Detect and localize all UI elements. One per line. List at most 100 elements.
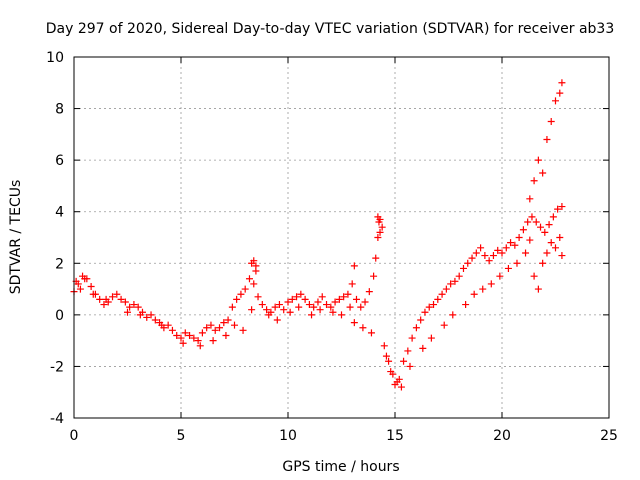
data-point xyxy=(447,280,455,288)
data-point xyxy=(481,252,489,260)
data-point xyxy=(543,136,551,144)
data-point xyxy=(231,321,238,329)
data-point xyxy=(393,378,401,386)
data-point xyxy=(203,324,211,332)
x-axis-label: GPS time / hours xyxy=(282,459,399,475)
data-point xyxy=(537,223,545,231)
data-point xyxy=(352,295,360,303)
data-point xyxy=(530,177,538,185)
y-tick-label: 4 xyxy=(55,205,64,221)
data-point xyxy=(442,285,450,293)
data-point xyxy=(504,264,512,272)
data-point xyxy=(419,344,427,352)
data-point xyxy=(265,311,273,319)
data-point xyxy=(179,339,187,347)
data-point xyxy=(177,334,185,342)
data-point xyxy=(254,293,262,301)
data-point xyxy=(372,254,380,262)
data-point xyxy=(526,195,534,203)
data-point xyxy=(397,383,405,391)
data-point xyxy=(389,370,397,378)
data-point xyxy=(494,246,502,254)
y-tick-labels: -4 -2 0 2 4 6 8 10 xyxy=(46,50,64,427)
data-point xyxy=(365,288,373,296)
data-point xyxy=(113,290,121,298)
data-point xyxy=(378,223,386,231)
data-point xyxy=(400,357,408,365)
data-point xyxy=(263,306,271,314)
axis-ticks xyxy=(73,56,610,419)
data-point xyxy=(323,301,331,309)
data-point xyxy=(451,277,459,285)
data-point xyxy=(158,321,166,329)
data-point xyxy=(134,303,142,311)
x-tick-label: 20 xyxy=(493,428,511,444)
data-point xyxy=(181,329,189,337)
data-point xyxy=(288,295,296,303)
data-point xyxy=(100,301,108,309)
data-point xyxy=(198,329,206,337)
y-tick-label: 6 xyxy=(55,153,64,169)
data-point xyxy=(430,301,438,309)
data-point xyxy=(455,272,463,280)
data-point xyxy=(375,218,383,226)
data-point xyxy=(327,303,335,311)
data-point xyxy=(297,290,305,298)
data-point xyxy=(190,334,198,342)
data-point xyxy=(382,352,390,360)
data-point xyxy=(275,301,283,309)
data-point xyxy=(239,326,247,334)
data-point xyxy=(305,301,313,309)
x-tick-label: 10 xyxy=(279,428,297,444)
data-point xyxy=(489,252,497,260)
data-point xyxy=(511,241,519,249)
data-point xyxy=(385,357,393,365)
data-point xyxy=(534,285,542,293)
data-point xyxy=(136,311,144,319)
y-tick-label: 0 xyxy=(55,308,64,324)
data-point xyxy=(539,259,547,267)
data-point xyxy=(126,303,134,311)
data-point xyxy=(211,326,219,334)
data-point xyxy=(186,331,194,339)
y-tick-label: 2 xyxy=(55,256,64,272)
data-point xyxy=(425,303,433,311)
data-point xyxy=(479,285,487,293)
data-point xyxy=(348,280,356,288)
data-point xyxy=(485,257,493,265)
data-point xyxy=(124,308,131,316)
data-point xyxy=(207,321,215,329)
data-point xyxy=(117,295,125,303)
data-point xyxy=(344,290,352,298)
data-point xyxy=(549,213,557,221)
data-point xyxy=(196,342,204,350)
data-point xyxy=(357,303,365,311)
data-point xyxy=(427,334,435,342)
data-point xyxy=(462,301,470,309)
data-point xyxy=(295,303,303,311)
x-tick-labels: 0 5 10 15 20 25 xyxy=(70,428,618,444)
data-point xyxy=(168,326,176,334)
data-point xyxy=(258,301,266,309)
data-point xyxy=(216,324,224,332)
data-point xyxy=(316,306,324,314)
data-point xyxy=(547,117,555,125)
data-point xyxy=(522,249,530,257)
data-point xyxy=(530,272,538,280)
data-point xyxy=(513,259,521,267)
data-point xyxy=(554,205,562,213)
data-point xyxy=(519,226,527,234)
data-point xyxy=(468,254,476,262)
data-point xyxy=(310,303,318,311)
data-point xyxy=(121,298,129,306)
data-point xyxy=(346,303,354,311)
data-point xyxy=(301,295,309,303)
y-tick-label: -2 xyxy=(50,359,64,375)
data-point xyxy=(96,295,104,303)
data-point xyxy=(558,79,566,87)
data-point xyxy=(241,285,249,293)
chart-title: Day 297 of 2020, Sidereal Day-to-day VTE… xyxy=(46,21,615,37)
data-point xyxy=(434,295,442,303)
